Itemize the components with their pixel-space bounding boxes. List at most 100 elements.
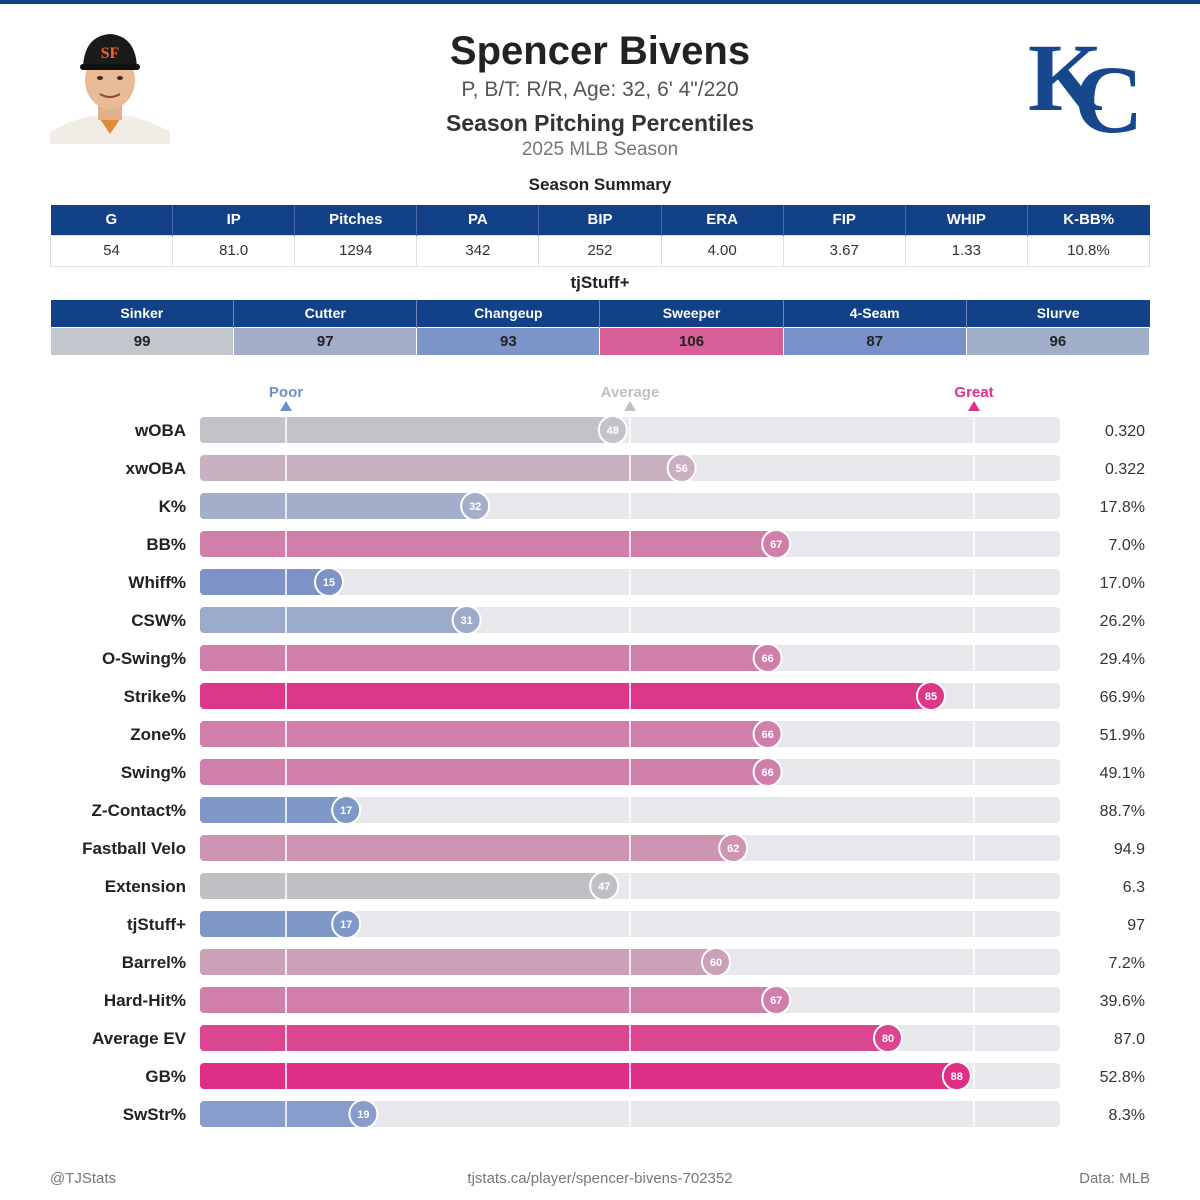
footer-source: Data: MLB <box>1079 1170 1150 1187</box>
percentile-label: 60 <box>710 957 722 969</box>
percentile-bar <box>200 949 716 975</box>
percentile-circle <box>718 833 749 863</box>
summary-header-cell: PA <box>416 205 540 235</box>
tjstuff-value-cell: 87 <box>782 326 967 356</box>
percentile-circle <box>873 1023 903 1053</box>
report-title: Season Pitching Percentiles <box>445 110 755 136</box>
footer-url: tjstats.ca/player/spencer-bivens-702352 <box>467 1170 733 1187</box>
percentile-label: 67 <box>770 539 782 551</box>
percentile-circle <box>314 567 344 597</box>
percentile-label: 15 <box>323 577 335 589</box>
marker-label-great: Great <box>954 384 993 401</box>
percentile-circle <box>752 643 783 673</box>
metric-label: Z-Contact% <box>92 801 186 820</box>
stat-value: 6.3 <box>1123 879 1145 896</box>
percentile-circle <box>348 1099 379 1129</box>
tjstuff-value-cell: 93 <box>416 326 601 356</box>
metric-label: Whiff% <box>128 573 186 592</box>
stat-value: 39.6% <box>1100 993 1145 1010</box>
metric-label: xwOBA <box>126 459 186 478</box>
tjstuff-value-cell: 106 <box>599 326 784 356</box>
metric-label: wOBA <box>134 421 186 440</box>
metric-label: Strike% <box>124 687 186 706</box>
percentile-label: 31 <box>460 615 472 627</box>
summary-value-cell: 81.0 <box>172 234 296 267</box>
metric-label: Extension <box>105 877 186 896</box>
summary-header-cell: WHIP <box>905 205 1028 235</box>
summary-header-cell: ERA <box>661 205 784 235</box>
season-summary-table: G IP Pitches PA BIP ERA FIP WHIP K-BB% 54 81.0 129… <box>49 205 1151 267</box>
summary-header-cell: FIP <box>783 205 906 235</box>
marker-label-average: Average <box>601 384 660 401</box>
percentile-bar <box>200 493 476 519</box>
footer-handle: @TJStats <box>50 1170 117 1187</box>
tjstuff-title: tjStuff+ <box>570 273 630 292</box>
percentile-circle <box>666 453 697 483</box>
percentile-circle <box>752 719 783 749</box>
summary-header-cell: K-BB% <box>1027 205 1150 235</box>
percentile-label: 66 <box>761 767 773 779</box>
percentile-label: 62 <box>727 843 739 855</box>
percentile-bar <box>200 987 777 1013</box>
stat-value: 17.0% <box>1100 575 1145 592</box>
metric-label: Fastball Velo <box>82 839 186 858</box>
tjstuff-header-cell: Sinker <box>50 300 235 327</box>
stat-value: 88.7% <box>1100 803 1145 820</box>
metric-label: Average EV <box>92 1029 187 1048</box>
tjstuff-value-cell: 97 <box>233 326 418 356</box>
percentile-label: 48 <box>607 425 619 437</box>
metric-label: Swing% <box>121 763 186 782</box>
tjstuff-header-cell: Slurve <box>966 300 1150 327</box>
stat-value: 0.320 <box>1105 423 1145 440</box>
metric-label: Hard-Hit% <box>104 991 186 1010</box>
percentile-label: 56 <box>675 463 687 475</box>
summary-header-cell: IP <box>172 205 296 235</box>
percentile-circle <box>941 1061 972 1091</box>
percentile-label: 85 <box>925 691 937 703</box>
percentile-circle <box>701 947 731 977</box>
percentile-circle <box>451 605 482 635</box>
stat-value: 51.9% <box>1100 727 1145 744</box>
percentile-bar <box>200 797 347 823</box>
summary-value-cell: 1.33 <box>904 234 1028 267</box>
summary-value-cell: 4.00 <box>660 234 784 267</box>
marker-triangle <box>968 401 980 411</box>
tjstuff-table: Sinker Cutter Changeup Sweeper 4-Seam Slurve … <box>49 300 1151 356</box>
metric-label: K% <box>159 497 186 516</box>
summary-header-cell: G <box>50 205 174 235</box>
stat-value: 26.2% <box>1100 613 1145 630</box>
percentile-bar <box>200 531 777 557</box>
percentile-circle <box>597 415 628 445</box>
summary-value-cell: 3.67 <box>782 234 906 267</box>
tjstuff-header-cell: Sweeper <box>599 300 784 327</box>
marker-triangle <box>624 401 636 411</box>
player-headshot: SF <box>50 24 170 144</box>
team-logo: K C <box>1024 22 1154 153</box>
summary-header-cell: BIP <box>538 205 662 235</box>
percentile-circle <box>331 795 362 825</box>
percentile-bar <box>200 645 768 671</box>
percentile-bar <box>200 1063 957 1089</box>
stat-value: 87.0 <box>1114 1031 1145 1048</box>
percentile-bar <box>200 455 682 481</box>
summary-value-cell: 342 <box>416 234 540 267</box>
metric-label: CSW% <box>131 611 186 630</box>
percentile-label: 19 <box>357 1109 369 1121</box>
tjstuff-header-cell: Cutter <box>233 300 418 327</box>
percentile-label: 32 <box>469 501 481 513</box>
stat-value: 8.3% <box>1109 1107 1145 1124</box>
stat-value: 7.0% <box>1109 537 1145 554</box>
metric-label: Zone% <box>130 725 186 744</box>
stat-value: 49.1% <box>1100 765 1145 782</box>
percentile-bar <box>200 1101 364 1127</box>
title-block: Spencer Bivens P, B/T: R/R, Age: 32, 6' … <box>300 28 900 162</box>
percentile-circle <box>761 985 792 1015</box>
percentile-label: 17 <box>340 805 352 817</box>
summary-value-cell: 10.8% <box>1026 234 1151 267</box>
summary-value-cell: 54 <box>49 234 174 267</box>
summary-header-cell: Pitches <box>294 205 418 235</box>
svg-text:C: C <box>1074 46 1143 146</box>
tjstuff-header-cell: Changeup <box>416 300 601 327</box>
percentile-circle <box>589 871 620 901</box>
tjstuff-value-cell: 96 <box>965 326 1151 356</box>
